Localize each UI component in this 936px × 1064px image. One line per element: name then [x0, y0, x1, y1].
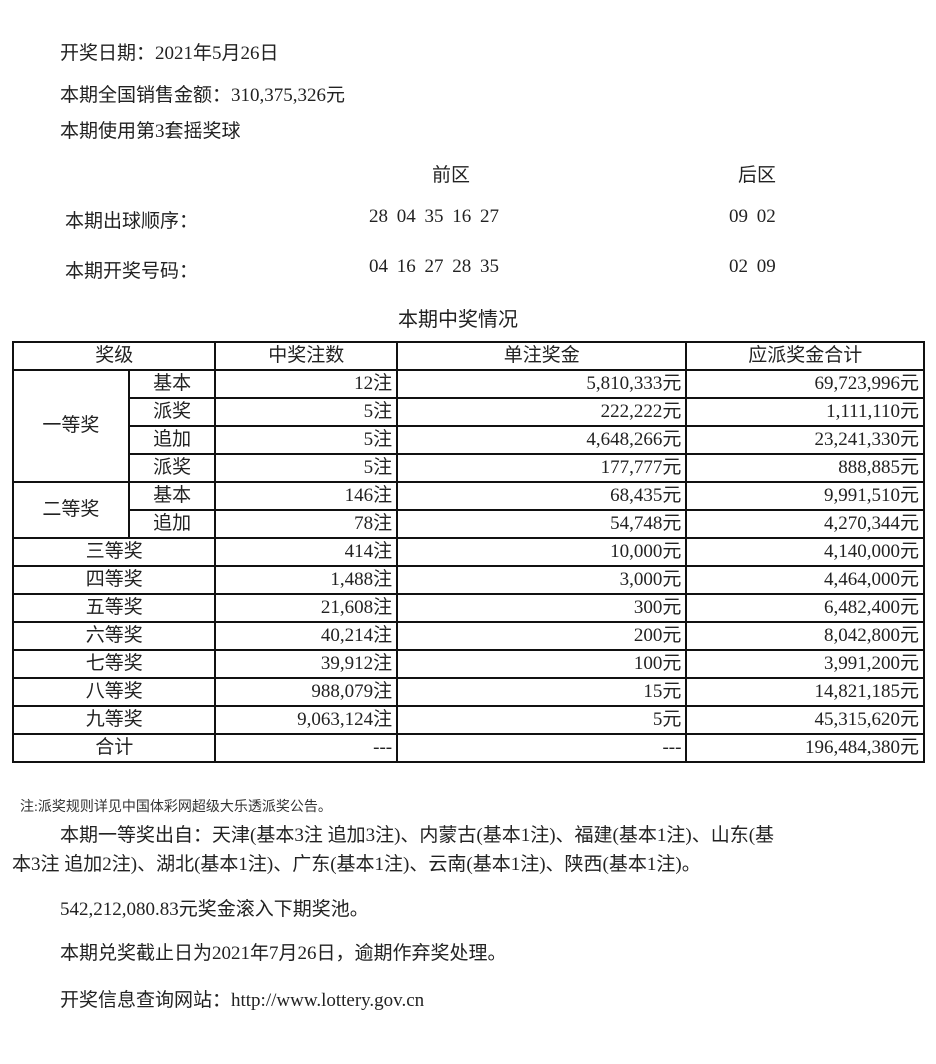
winner-count: 988,079注 — [214, 677, 399, 707]
unit-prize: --- — [396, 733, 688, 763]
table-row: 合计 --- --- 196,484,380元 — [11, 733, 925, 763]
winner-count: 5注 — [214, 453, 399, 483]
winner-count: --- — [214, 733, 399, 763]
total-prize: 8,042,800元 — [685, 621, 925, 651]
prize-sublevel: 追加 — [127, 509, 217, 539]
first-prize-winners-line2: 本3注 追加2注)、湖北(基本1注)、广东(基本1注)、云南(基本1注)、陕西(… — [12, 854, 701, 875]
back-zone-label: 后区 — [738, 165, 777, 186]
unit-prize: 200元 — [396, 621, 688, 651]
unit-prize: 5元 — [396, 705, 688, 735]
winner-count: 5注 — [214, 397, 399, 427]
total-prize: 23,241,330元 — [685, 425, 925, 455]
table-row: 一等奖 基本 12注 5,810,333元 69,723,996元 — [12, 369, 925, 483]
unit-prize: 10,000元 — [396, 537, 688, 567]
header-total-prize: 应派奖金合计 — [685, 341, 925, 371]
unit-prize: 54,748元 — [396, 509, 688, 539]
unit-prize: 4,648,266元 — [396, 425, 688, 455]
total-prize: 9,991,510元 — [685, 481, 925, 511]
prize-level: 八等奖 — [11, 677, 217, 707]
table-row: 五等奖 21,608注 300元 6,482,400元 — [11, 593, 925, 623]
claim-deadline: 本期兑奖截止日为2021年7月26日，逾期作弃奖处理。 — [60, 943, 507, 964]
rollover-amount: 542,212,080.83元奖金滚入下期奖池。 — [60, 899, 369, 920]
total-prize: 3,991,200元 — [685, 649, 925, 679]
prize-level: 一等奖 — [12, 369, 130, 483]
total-prize: 4,140,000元 — [685, 537, 925, 567]
ball-set: 本期使用第3套摇奖球 — [60, 121, 241, 142]
winning-numbers-back: 02 09 — [729, 256, 776, 277]
unit-prize: 5,810,333元 — [396, 369, 688, 399]
table-title: 本期中奖情况 — [398, 309, 518, 331]
winner-count: 78注 — [214, 509, 399, 539]
unit-prize: 222,222元 — [396, 397, 688, 427]
total-prize: 4,464,000元 — [685, 565, 925, 595]
table-row: 九等奖 9,063,124注 5元 45,315,620元 — [11, 705, 925, 735]
table-header: 奖级 中奖注数 单注奖金 应派奖金合计 — [11, 341, 925, 371]
draw-order-label: 本期出球顺序： — [65, 211, 199, 232]
prize-sublevel: 基本 — [127, 369, 217, 399]
draw-order-front: 28 04 35 16 27 — [369, 206, 499, 227]
front-zone-label: 前区 — [432, 165, 471, 186]
total-prize: 196,484,380元 — [685, 733, 925, 763]
table-row: 派奖 5注 177,777元 888,885元 — [13, 453, 925, 483]
winner-count: 21,608注 — [214, 593, 399, 623]
unit-prize: 177,777元 — [396, 453, 688, 483]
total-prize: 6,482,400元 — [685, 593, 925, 623]
total-prize: 69,723,996元 — [685, 369, 925, 399]
total-prize: 14,821,185元 — [685, 677, 925, 707]
table-row: 派奖 5注 222,222元 1,111,110元 — [13, 397, 925, 427]
winner-count: 1,488注 — [214, 565, 399, 595]
prize-level: 五等奖 — [11, 593, 217, 623]
winner-count: 5注 — [214, 425, 399, 455]
sales-amount: 本期全国销售金额：310,375,326元 — [60, 85, 346, 106]
winner-count: 146注 — [214, 481, 399, 511]
prize-table: 奖级 中奖注数 单注奖金 应派奖金合计 一等奖 基本 12注 5,810,333元 69… — [11, 341, 925, 763]
winner-count: 9,063,124注 — [214, 705, 399, 735]
website-info: 开奖信息查询网站：http://www.lottery.gov.cn — [60, 990, 425, 1011]
prize-level: 九等奖 — [11, 705, 217, 735]
prize-level: 六等奖 — [11, 621, 217, 651]
header-count: 中奖注数 — [214, 341, 399, 371]
winner-count: 12注 — [214, 369, 399, 399]
table-row: 追加 5注 4,648,266元 23,241,330元 — [13, 425, 925, 455]
winner-count: 40,214注 — [214, 621, 399, 651]
table-row: 三等奖 414注 10,000元 4,140,000元 — [11, 537, 925, 567]
table-row: 八等奖 988,079注 15元 14,821,185元 — [11, 677, 925, 707]
table-row: 二等奖 基本 146注 68,435元 9,991,510元 — [12, 481, 925, 539]
unit-prize: 100元 — [396, 649, 688, 679]
total-prize: 45,315,620元 — [685, 705, 925, 735]
first-prize-winners-line1: 本期一等奖出自：天津(基本3注 追加3注)、内蒙古(基本1注)、福建(基本1注)… — [60, 825, 775, 846]
unit-prize: 68,435元 — [396, 481, 688, 511]
unit-prize: 300元 — [396, 593, 688, 623]
prize-sublevel: 派奖 — [127, 397, 217, 427]
winner-count: 414注 — [214, 537, 399, 567]
unit-prize: 15元 — [396, 677, 688, 707]
winning-numbers-front: 04 16 27 28 35 — [369, 256, 499, 277]
total-prize: 1,111,110元 — [685, 397, 925, 427]
winner-count: 39,912注 — [214, 649, 399, 679]
prize-level: 三等奖 — [11, 537, 217, 567]
prize-sublevel: 基本 — [127, 481, 217, 511]
prize-level: 二等奖 — [12, 481, 130, 539]
winning-numbers-label: 本期开奖号码： — [65, 261, 199, 282]
header-level: 奖级 — [11, 341, 217, 371]
draw-order-back: 09 02 — [729, 206, 776, 227]
unit-prize: 3,000元 — [396, 565, 688, 595]
prize-sublevel: 追加 — [127, 425, 217, 455]
prize-level: 七等奖 — [11, 649, 217, 679]
table-row: 七等奖 39,912注 100元 3,991,200元 — [11, 649, 925, 679]
footnote: 注:派奖规则详见中国体彩网超级大乐透派奖公告。 — [20, 800, 332, 815]
table-row: 追加 78注 54,748元 4,270,344元 — [13, 509, 925, 539]
draw-date: 开奖日期：2021年5月26日 — [60, 43, 279, 64]
prize-level: 合计 — [11, 733, 217, 763]
header-unit-prize: 单注奖金 — [396, 341, 688, 371]
prize-level: 四等奖 — [11, 565, 217, 595]
table-row: 四等奖 1,488注 3,000元 4,464,000元 — [11, 565, 925, 595]
prize-sublevel: 派奖 — [127, 453, 217, 483]
total-prize: 888,885元 — [685, 453, 925, 483]
table-row: 六等奖 40,214注 200元 8,042,800元 — [11, 621, 925, 651]
total-prize: 4,270,344元 — [685, 509, 925, 539]
